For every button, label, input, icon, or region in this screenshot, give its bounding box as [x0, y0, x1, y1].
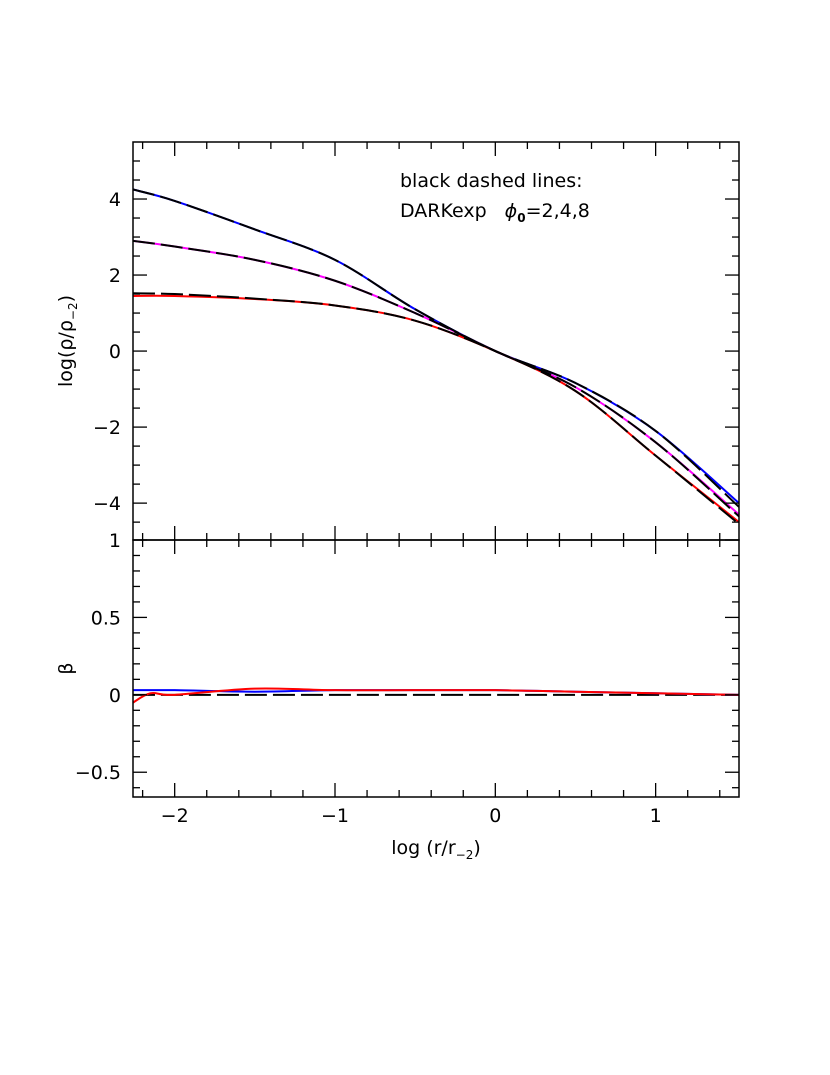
label-text: log(ρ/ρ — [55, 320, 77, 387]
y-tick-label: 0.5 — [91, 607, 121, 629]
x-tick-label: 0 — [489, 805, 501, 827]
data-line — [133, 687, 739, 704]
y-axis-label: log(ρ/ρ−2) — [55, 295, 80, 387]
y-tick-label: 4 — [109, 189, 121, 211]
plot-frame — [132, 539, 740, 798]
label-sub: −2 — [456, 848, 474, 862]
x-axis-label: log (r/r−2) — [391, 837, 481, 862]
x-tick-label: −2 — [161, 805, 189, 827]
annotation-sub: 0 — [517, 211, 525, 225]
y-tick-label: −4 — [93, 493, 121, 515]
label-sub: −2 — [66, 302, 80, 320]
label-text: log (r/r — [391, 837, 456, 859]
y-tick-label: −0.5 — [75, 762, 121, 784]
model-line — [133, 188, 739, 508]
data-line — [133, 188, 739, 504]
x-tick-label: 1 — [650, 805, 662, 827]
y-axis-label: β — [55, 662, 77, 674]
model-line — [133, 292, 739, 525]
annotation-text: =2,4,8 — [526, 200, 590, 222]
y-tick-label: −2 — [93, 417, 121, 439]
y-tick-label: 0 — [109, 685, 121, 707]
data-line — [133, 239, 739, 516]
x-tick-label: −1 — [321, 805, 349, 827]
y-tick-label: 2 — [109, 265, 121, 287]
label-text: ) — [55, 295, 77, 302]
label-text: β — [55, 662, 77, 674]
model-line — [133, 239, 739, 518]
y-tick-label: 0 — [109, 341, 121, 363]
data-line — [133, 294, 739, 523]
label-text: ) — [473, 837, 480, 859]
annotation: black dashed lines: — [400, 170, 583, 192]
annotation-text: DARKexp — [400, 200, 487, 222]
y-tick-label: 1 — [109, 530, 121, 552]
annotation-symbol: ϕ — [505, 200, 518, 222]
annotation: DARKexp ϕ0=2,4,8 — [400, 200, 590, 225]
